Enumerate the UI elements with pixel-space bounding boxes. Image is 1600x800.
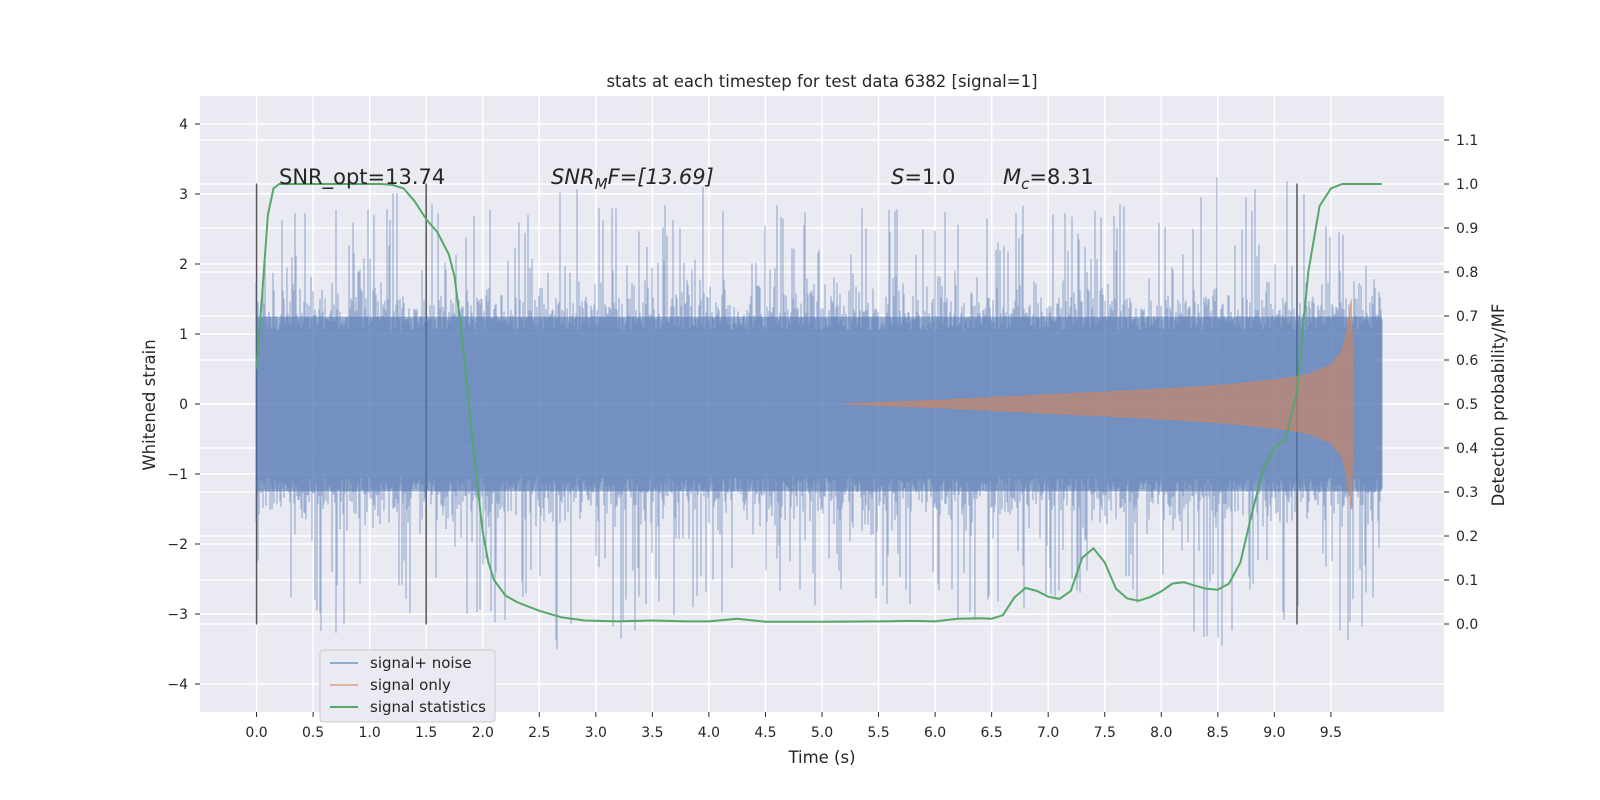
legend: signal+ noise signal only signal statist… <box>319 649 496 723</box>
y-tick-label: 2 <box>179 257 188 273</box>
legend-label-signal-noise: signal+ noise <box>370 654 472 672</box>
y-tick-label: −4 <box>167 677 188 693</box>
y-tick-label: 1 <box>179 327 188 343</box>
x-tick-label: 7.5 <box>1094 725 1116 741</box>
annotation-mc-sub: c <box>1021 175 1030 193</box>
y-axis-label-right: Detection probability/MF <box>1489 304 1508 507</box>
y-tick-label-right: 0.1 <box>1456 573 1478 589</box>
x-tick-label: 4.5 <box>754 725 776 741</box>
x-tick-label: 9.0 <box>1263 725 1285 741</box>
y-tick-label-right: 0.6 <box>1456 353 1478 369</box>
x-tick-label: 3.5 <box>641 725 663 741</box>
signal-envelope <box>844 298 1355 510</box>
legend-box <box>319 649 496 723</box>
annotation-snr-opt: SNR_opt=13.74 <box>279 165 445 190</box>
annotation-snr-mf-rest: F=[13.69] <box>608 165 714 189</box>
y-tick-label-right: 0.7 <box>1456 309 1478 325</box>
annotation-mc-base: M <box>1003 165 1021 189</box>
x-tick-label: 1.0 <box>359 725 381 741</box>
y-tick-label: −3 <box>167 607 188 623</box>
y-tick-label-right: 0.9 <box>1456 221 1478 237</box>
statistics-line <box>255 183 1382 623</box>
annotation-snr-mf-base: SNR <box>551 165 595 189</box>
annotation-snr-mf: SNRMF=[13.69] <box>551 165 714 193</box>
y-tick-label-right: 0.4 <box>1456 441 1478 457</box>
series-signal-only <box>844 298 1355 510</box>
y-tick-label-right: 0.2 <box>1456 529 1478 545</box>
x-tick-label: 6.0 <box>924 725 946 741</box>
x-tick-label: 0.5 <box>302 725 324 741</box>
y-tick-label-right: 1.0 <box>1456 177 1478 193</box>
x-tick-label: 2.5 <box>528 725 550 741</box>
x-tick-label: 1.5 <box>415 725 437 741</box>
annotation-s-rest: =1.0 <box>904 165 955 189</box>
y-tick-label: 0 <box>179 397 188 413</box>
annotation-s: S=1.0 <box>891 165 955 189</box>
y-tick-label: −2 <box>167 537 188 553</box>
y-tick-labels: 4 3 2 1 0 −1 −2 −3 −4 <box>167 117 188 693</box>
legend-label-signal-statistics: signal statistics <box>370 698 486 716</box>
annotation-s-var: S <box>891 165 904 189</box>
x-tick-label: 7.0 <box>1037 725 1059 741</box>
y-tick-labels-right: 1.1 1.0 0.9 0.8 0.7 0.6 0.5 0.4 0.3 0.2 0.1 0.0 <box>1456 133 1478 633</box>
x-tick-label: 2.0 <box>472 725 494 741</box>
annotation-mc-rest: =8.31 <box>1029 165 1093 189</box>
y-tick-label: 3 <box>179 187 188 203</box>
x-tick-label: 5.0 <box>811 725 833 741</box>
x-tick-label: 5.5 <box>867 725 889 741</box>
x-tick-label: 4.0 <box>698 725 720 741</box>
y-tick-label: −1 <box>167 467 188 483</box>
y-tick-label-right: 0.5 <box>1456 397 1478 413</box>
chart-title: stats at each timestep for test data 638… <box>606 72 1037 91</box>
legend-label-signal-only: signal only <box>370 676 451 694</box>
y-tick-label-right: 0.0 <box>1456 617 1478 633</box>
x-tick-label: 3.0 <box>585 725 607 741</box>
x-tick-label: 8.0 <box>1150 725 1172 741</box>
y-tick-label-right: 0.8 <box>1456 265 1478 281</box>
y-tick-label-right: 1.1 <box>1456 133 1478 149</box>
x-axis-label: Time (s) <box>787 748 855 767</box>
y-tick-label-right: 0.3 <box>1456 485 1478 501</box>
annotation-snr-mf-sub: M <box>595 175 608 193</box>
y-tick-label: 4 <box>179 117 188 133</box>
x-tick-labels: 0.0 0.5 1.0 1.5 2.0 2.5 3.0 3.5 4.0 4.5 5.0 5.5 6.0 6… <box>245 725 1342 741</box>
x-tick-label: 6.5 <box>981 725 1003 741</box>
x-tick-label: 0.0 <box>245 725 267 741</box>
y-axis-label: Whitened strain <box>140 339 159 470</box>
annotation-mc: Mc=8.31 <box>1003 165 1094 193</box>
x-tick-label: 8.5 <box>1207 725 1229 741</box>
series-signal-statistics <box>255 183 1382 623</box>
x-tick-label: 9.5 <box>1320 725 1342 741</box>
